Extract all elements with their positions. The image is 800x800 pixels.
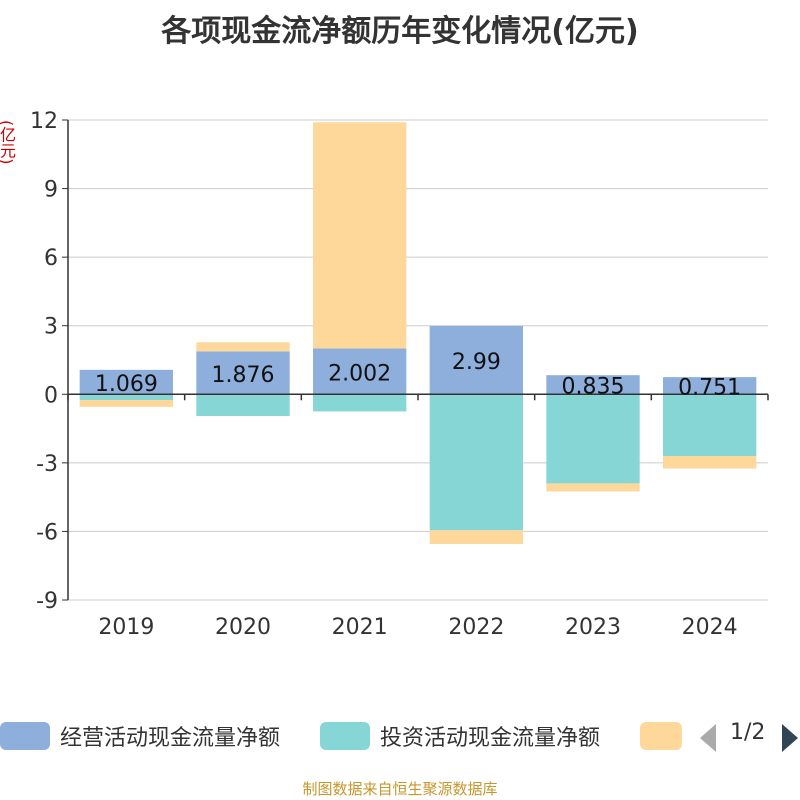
legend-page-indicator: 1/2	[730, 720, 766, 745]
bar-2020-series-0	[196, 351, 290, 395]
y-tick-label: -6	[36, 520, 58, 545]
bar-2024-series-1	[663, 394, 757, 456]
data-label: 2.99	[452, 350, 501, 375]
bar-2019-series-1	[79, 394, 173, 400]
bar-2021-series-1	[313, 394, 407, 412]
y-tick-label: -3	[36, 452, 58, 477]
legend-label-operating[interactable]: 经营活动现金流量净额	[60, 726, 281, 751]
data-source-note: 制图数据来自恒生聚源数据库	[302, 780, 498, 798]
x-tick-label: 2023	[565, 615, 621, 640]
data-label: 1.069	[95, 372, 158, 397]
y-axis-unit-label: (亿元)	[0, 120, 16, 165]
bar-2022-series-1	[429, 394, 523, 531]
y-tick-label: -9	[36, 589, 58, 614]
legend-label-investing[interactable]: 投资活动现金流量净额	[380, 726, 601, 751]
bar-2021-series-0	[313, 348, 407, 395]
data-label: 0.751	[678, 376, 741, 401]
x-tick-label: 2022	[448, 615, 504, 640]
chart-title: 各项现金流净额历年变化情况(亿元)	[161, 14, 639, 49]
bar-2022-series-0	[429, 325, 523, 395]
legend-swatch-investing[interactable]	[320, 722, 370, 750]
bar-2023-series-0	[546, 375, 640, 395]
y-tick-label: 9	[44, 178, 58, 203]
bar-2023-series-1	[546, 394, 640, 484]
x-tick-label: 2019	[98, 615, 154, 640]
y-tick-label: 12	[30, 109, 58, 134]
legend-swatch-financing[interactable]	[640, 722, 682, 750]
y-tick-label: 3	[44, 315, 58, 340]
legend-prev-page-icon[interactable]	[700, 724, 716, 752]
bar-2021-series-2	[313, 122, 407, 349]
bar-2020-series-1	[196, 394, 290, 416]
bar-2024-series-2	[663, 456, 757, 469]
data-label: 1.876	[212, 363, 275, 388]
legend-swatch-operating[interactable]	[0, 722, 50, 750]
data-label: 0.835	[562, 375, 625, 400]
x-tick-label: 2021	[332, 615, 388, 640]
bar-2022-series-2	[429, 530, 523, 544]
legend: 经营活动现金流量净额 投资活动现金流量净额 1/2	[0, 716, 800, 756]
x-tick-label: 2020	[215, 615, 271, 640]
data-label: 2.002	[328, 361, 391, 386]
bar-chart: -9 -6 -3 0 3 6 9 12 1.069 1.876 2.002 2.99 0.835 0.75…	[30, 109, 769, 640]
y-tick-label: 0	[44, 383, 58, 408]
bar-2019-series-0	[79, 369, 173, 395]
legend-next-page-icon[interactable]	[782, 724, 798, 752]
bar-2024-series-0	[663, 377, 757, 395]
bar-2023-series-2	[546, 483, 640, 492]
y-tick-label: 6	[44, 246, 58, 271]
bar-2019-series-2	[79, 400, 173, 407]
x-tick-label: 2024	[682, 615, 738, 640]
bar-2020-series-2	[196, 342, 290, 352]
